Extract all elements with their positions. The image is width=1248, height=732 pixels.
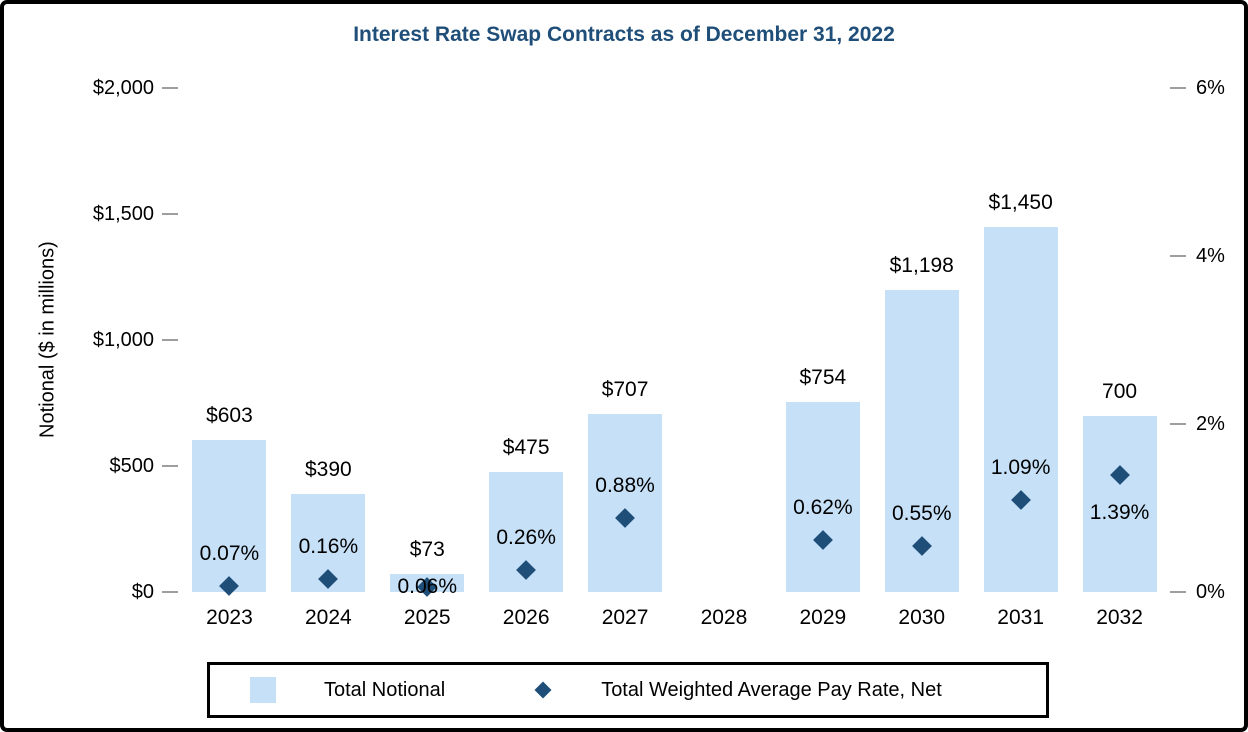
- notional-bar: [588, 413, 663, 592]
- x-axis-category-label: 2028: [700, 606, 748, 629]
- left-axis-tick: [162, 213, 178, 215]
- x-axis-category-label: 2029: [799, 606, 847, 629]
- x-axis-category-label: 2032: [1096, 606, 1143, 629]
- rate-value-label: 1.09%: [990, 456, 1051, 480]
- x-axis-category-label: 2030: [898, 606, 946, 629]
- left-axis-tick: [162, 87, 178, 89]
- left-axis-tick: [162, 465, 178, 467]
- legend-square-marker: [250, 677, 276, 703]
- left-axis-tick-label: $1,000: [92, 329, 154, 351]
- rate-value-label: 0.16%: [298, 534, 359, 558]
- bar-value-label: $390: [304, 457, 352, 481]
- x-axis-category-label: 2031: [997, 606, 1044, 629]
- left-axis-tick-label: $1,500: [92, 203, 154, 225]
- right-axis-tick: [1170, 591, 1186, 593]
- bar-value-label: $1,450: [988, 190, 1053, 214]
- x-axis-category-label: 2023: [206, 606, 253, 629]
- x-axis-category-label: 2027: [601, 606, 649, 629]
- right-axis-tick: [1170, 423, 1186, 425]
- rate-value-label: 0.06%: [397, 574, 458, 598]
- legend-label: Total Notional: [324, 678, 446, 701]
- rate-value-label: 0.26%: [496, 526, 556, 550]
- x-axis-category-label: 2025: [403, 606, 451, 629]
- right-axis-tick: [1170, 87, 1186, 89]
- bar-value-label: $754: [799, 365, 847, 389]
- rate-value-label: 0.55%: [891, 501, 952, 525]
- left-axis-tick-label: $2,000: [92, 77, 154, 99]
- bar-value-label: $73: [409, 537, 445, 561]
- bar-value-label: 700: [1102, 379, 1138, 403]
- legend-label: Total Weighted Average Pay Rate, Net: [601, 678, 942, 701]
- notional-bar: [192, 440, 267, 592]
- rate-value-label: 0.62%: [793, 495, 853, 519]
- right-axis-tick-label: 6%: [1196, 77, 1225, 99]
- notional-bar: [1082, 415, 1157, 592]
- rate-value-label: 1.39%: [1089, 501, 1150, 525]
- right-axis-tick-label: 2%: [1196, 413, 1225, 435]
- left-axis-tick: [162, 339, 178, 341]
- plot-area: $2,000 $1,500 $1,000 $500 $0 6% 4% 2% 0% $603 0.07…: [93, 77, 1225, 629]
- rate-value-label: 0.07%: [199, 542, 260, 566]
- bar-value-label: $475: [502, 436, 550, 460]
- bar-value-label: $603: [206, 404, 253, 428]
- notional-bar: [983, 226, 1058, 592]
- left-axis-tick-label: $0: [131, 581, 154, 603]
- x-axis-category-label: 2024: [304, 606, 352, 629]
- bar-value-label: $707: [601, 377, 649, 401]
- right-axis-tick-label: 0%: [1196, 581, 1225, 603]
- legend-diamond-marker: [534, 681, 552, 699]
- left-axis-tick: [162, 591, 178, 593]
- legend: Total Notional Total Weighted Average Pay…: [207, 662, 1049, 718]
- notional-bar: [785, 402, 860, 592]
- rate-value-label: 0.88%: [595, 474, 655, 498]
- right-axis-tick: [1170, 255, 1186, 257]
- x-axis-category-label: 2026: [502, 606, 550, 629]
- left-axis-tick-label: $500: [109, 455, 155, 477]
- right-axis-tick-label: 4%: [1196, 245, 1225, 267]
- bar-value-label: $1,198: [889, 254, 954, 278]
- chart-title: Interest Rate Swap Contracts as of Decem…: [353, 23, 895, 46]
